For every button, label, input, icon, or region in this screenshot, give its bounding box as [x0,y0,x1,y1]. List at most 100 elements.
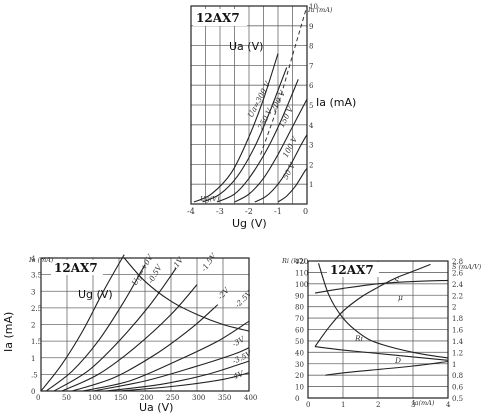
transfer-curve-label: 50 V [281,160,298,181]
parameter-left-tick: 80 [295,304,304,312]
parameter-left-tick: 70 [295,315,304,323]
parameter-frame [307,260,449,399]
transfer-ylabel: Ia (mA) [316,96,356,109]
transfer-x-tick: -3 [216,207,224,216]
parameter-title: 12AX7 [330,263,374,277]
plate-x-tick: 0 [36,394,40,402]
parameter-series-ri [317,263,449,359]
plate-xlabel: Ua (V) [139,401,173,414]
parameter-x-tick: 0 [306,401,310,409]
plate-curve-label: -3V [231,334,248,349]
transfer-y-tick: 6 [309,82,314,90]
parameter-right-tick: 2 [452,304,456,312]
plate-curve-label: -1V [170,254,186,271]
plate-x-tick: 350 [218,394,231,402]
transfer-title-bg [193,9,247,26]
parameter-right-unit: S (mA/V) [452,263,482,271]
plate-x-ticks: 0 50 100 150 200 250 300 350 400 [36,394,257,402]
parameter-x-tick: 4 [446,401,451,409]
plate-x-tick: 300 [192,394,205,402]
plate-ylabel: Ia (mA) [2,312,15,352]
parameter-right-tick: 1.2 [452,349,463,357]
plate-chart: 12AX7 Ug (V) Ua (V) Ia (mA) Ia (mA) 0 50 1… [2,250,257,414]
parameter-x-tick: 3 [411,401,415,409]
transfer-title: 12AX7 [196,11,240,25]
parameter-left-tick: 30 [295,361,304,369]
transfer-series-300-v [193,53,279,203]
transfer-series [193,5,308,203]
parameter-right-tick: 1 [452,361,456,369]
parameter-right-ticks: 0.5 0.6 0.8 1 1.2 1.4 1.6 1.8 2 2.2 2.4 2.6 2.8 [452,258,464,403]
parameter-right-tick: 2.2 [452,292,463,300]
plate-series-1-5v [61,284,198,392]
plate-series-ug-0v [40,254,125,392]
plate-curve-label: -1.5V [199,250,219,273]
transfer-series-150-v [234,98,308,203]
parameter-series [314,263,449,376]
plate-curve-label: -4V [230,369,247,382]
parameter-left-tick: 60 [295,327,304,335]
parameter-right-tick: 1.4 [452,338,464,346]
parameter-curve-label: D [394,356,401,365]
transfer-y-tick: 10 [309,3,318,11]
parameter-series-ra [325,360,449,376]
transfer-y-ticks: 1 2 3 4 5 6 7 8 9 10 [309,3,318,189]
parameter-right-tick: 0.5 [452,395,463,403]
transfer-x-tick: -4 [187,207,195,216]
plate-series [40,254,250,392]
parameter-right-tick: 0.8 [452,372,463,380]
parameter-series-s [314,263,431,347]
plate-grid [41,258,249,391]
parameter-series- [314,279,449,294]
parameter-left-tick: 10 [295,384,304,392]
transfer-frame [190,5,308,205]
parameter-left-tick: 100 [295,281,308,289]
plate-y-tick: 3 [31,288,35,296]
plate-x-tick: 200 [140,394,153,402]
plate-series-2v [72,304,219,392]
plate-frame [40,257,250,392]
plate-y-tick: 4 [31,255,36,263]
transfer-x-tick: 0 [303,207,308,216]
parameter-left-tick: 90 [295,292,304,300]
plate-series-3-5v [105,360,250,392]
parameter-x-tick: 2 [376,401,380,409]
parameter-left-tick: 40 [295,349,304,357]
plate-y-tick: .5 [31,371,38,379]
plate-series-4v [118,372,250,392]
plate-inner-ylabel: Ug (V) [78,288,113,301]
transfer-curve-label: 100 V [281,134,300,159]
parameter-right-tick: 2.8 [452,258,463,266]
parameter-right-tick: 0.6 [452,384,464,392]
parameter-right-tick: 1.8 [452,315,463,323]
transfer-series-250-v [202,67,288,203]
parameter-curve-label: Ri [354,334,364,343]
parameter-series-d [314,346,449,361]
parameter-curve-labels: Sμ D Ri [354,276,403,365]
transfer-x-tick: -1 [274,207,282,216]
transfer-x-ticks: -4 -3 -2 -1 0 [187,207,308,216]
plate-y-tick: 3.5 [31,272,42,280]
parameter-left-tick: 50 [295,338,304,346]
plate-x-tick: 250 [166,394,179,402]
plate-x-tick: 150 [114,394,127,402]
transfer-x-tick: -2 [245,207,253,216]
transfer-series-100-v [254,134,308,203]
parameter-chart: 12AX7 Ri (kΩ) S (mA/V) Ia(mA) 0 1 2 3 4 0 10 2… [281,257,482,409]
parameter-left-tick: 0 [295,395,299,403]
parameter-title-bg [327,262,379,277]
plate-y-tick: 2 [31,322,35,330]
transfer-inner-xlabel: Ua (V) [229,40,263,53]
transfer-y-tick: 5 [309,102,313,110]
plate-dissipation-curve [123,257,250,332]
transfer-y-tick: 4 [309,122,314,130]
transfer-y-unit: Ia (mA) [307,6,333,14]
transfer-xlabel: Ug (V) [232,217,267,230]
plate-x-tick: 50 [62,394,71,402]
parameter-right-tick: 1.6 [452,327,464,335]
plate-series-2-5v [82,320,250,392]
transfer-dashed-series [260,5,308,155]
transfer-y-tick: 3 [309,142,313,150]
parameter-left-tick: 120 [295,258,308,266]
